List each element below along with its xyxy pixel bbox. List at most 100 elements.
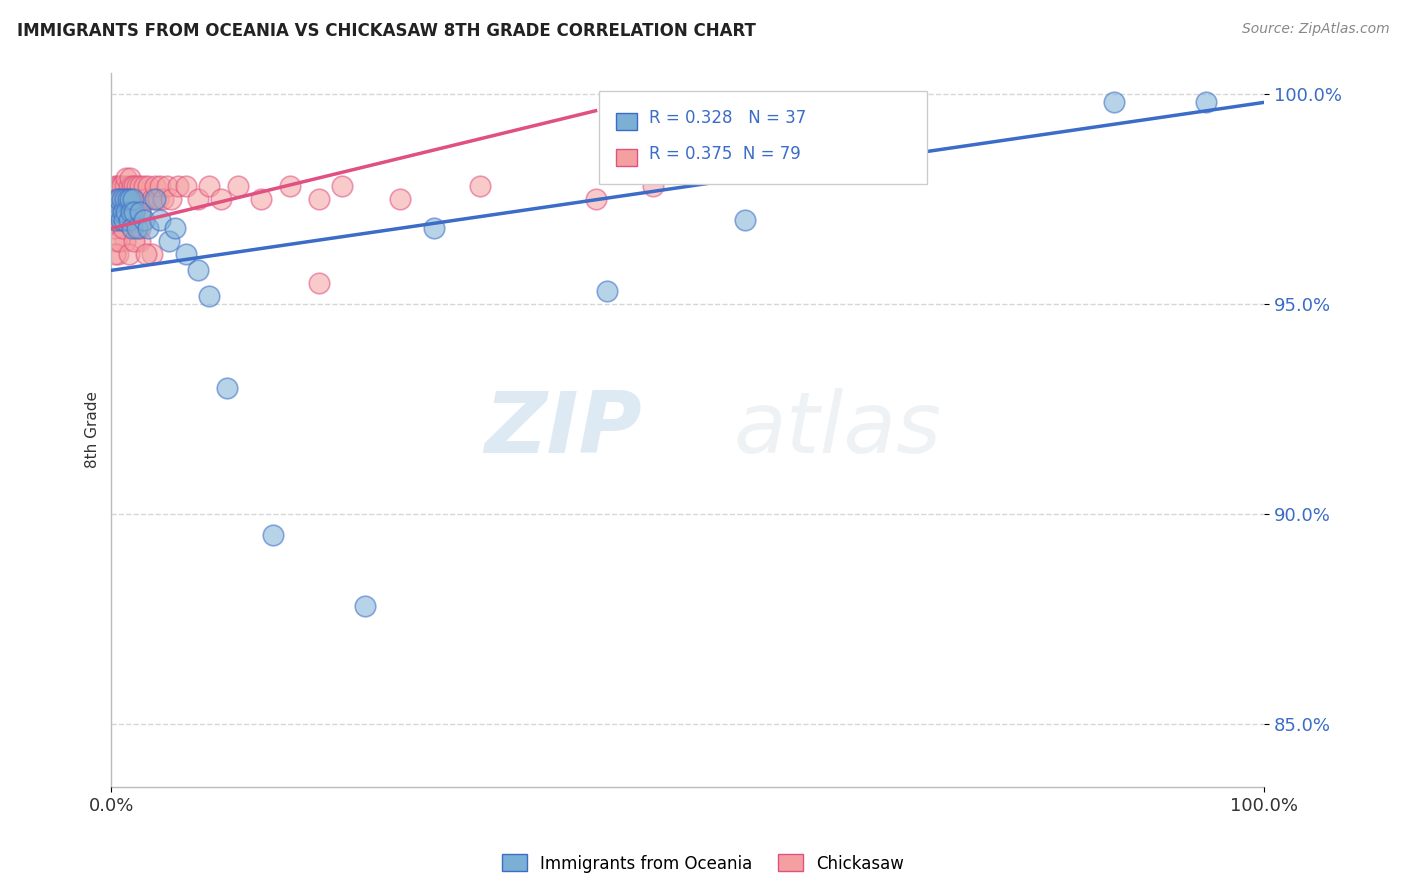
Point: [132, 213, 155, 227]
Point: [135, 246, 157, 260]
Point: [118, 179, 141, 194]
Point: [129, 234, 152, 248]
Point: [124, 179, 146, 194]
Point: [114, 234, 136, 248]
Point: [118, 192, 141, 206]
Point: [115, 192, 138, 206]
Point: [129, 204, 152, 219]
Point: [118, 171, 141, 186]
Legend: Immigrants from Oceania, Chickasaw: Immigrants from Oceania, Chickasaw: [495, 847, 911, 880]
Text: R = 0.328   N = 37: R = 0.328 N = 37: [648, 109, 806, 127]
Point: [149, 179, 172, 194]
Point: [111, 179, 134, 194]
Point: [111, 192, 134, 206]
Point: [105, 234, 128, 248]
Point: [111, 221, 134, 235]
Point: [209, 192, 232, 206]
Point: [354, 599, 377, 614]
Point: [585, 192, 607, 206]
Point: [470, 179, 492, 194]
Point: [105, 192, 128, 206]
Point: [112, 213, 135, 227]
Point: [108, 204, 131, 219]
Point: [108, 192, 131, 206]
Point: [112, 192, 135, 206]
Point: [596, 285, 619, 299]
Point: [104, 213, 127, 227]
Point: [141, 192, 163, 206]
Point: [146, 192, 169, 206]
Point: [129, 221, 152, 235]
Point: [141, 246, 163, 260]
Point: [104, 179, 127, 194]
Point: [129, 204, 152, 219]
Point: [118, 204, 141, 219]
Point: [167, 179, 190, 194]
Point: [643, 179, 665, 194]
Point: [734, 213, 756, 227]
Point: [120, 204, 142, 219]
FancyBboxPatch shape: [616, 113, 637, 130]
Point: [111, 204, 134, 219]
Text: R = 0.375  N = 79: R = 0.375 N = 79: [648, 145, 800, 162]
Point: [198, 288, 221, 302]
Point: [129, 179, 152, 194]
Point: [160, 192, 183, 206]
Point: [100, 204, 122, 219]
Point: [117, 192, 139, 206]
Point: [187, 263, 209, 277]
Point: [110, 221, 132, 235]
Point: [125, 179, 148, 194]
Point: [118, 246, 141, 260]
Point: [149, 213, 172, 227]
Point: [124, 204, 146, 219]
Point: [122, 192, 145, 206]
Point: [104, 246, 127, 260]
Point: [143, 192, 166, 206]
Point: [110, 213, 132, 227]
Point: [132, 179, 155, 194]
Point: [114, 179, 136, 194]
Point: [121, 221, 143, 235]
Point: [308, 192, 330, 206]
Point: [110, 179, 132, 194]
Point: [101, 204, 124, 219]
Point: [118, 192, 141, 206]
FancyBboxPatch shape: [616, 149, 637, 166]
Point: [388, 192, 411, 206]
Point: [215, 381, 238, 395]
Point: [105, 204, 128, 219]
Point: [114, 204, 136, 219]
Point: [120, 192, 142, 206]
Point: [107, 246, 129, 260]
Point: [108, 179, 131, 194]
Point: [250, 192, 273, 206]
Point: [118, 221, 141, 235]
Point: [105, 179, 128, 194]
Point: [1102, 95, 1125, 110]
Point: [152, 192, 174, 206]
Point: [115, 171, 138, 186]
Point: [136, 179, 159, 194]
Point: [114, 192, 136, 206]
Point: [124, 192, 146, 206]
Point: [163, 221, 186, 235]
Point: [118, 213, 141, 227]
FancyBboxPatch shape: [599, 91, 928, 184]
Text: IMMIGRANTS FROM OCEANIA VS CHICKASAW 8TH GRADE CORRELATION CHART: IMMIGRANTS FROM OCEANIA VS CHICKASAW 8TH…: [17, 22, 756, 40]
Point: [115, 204, 138, 219]
Text: Source: ZipAtlas.com: Source: ZipAtlas.com: [1241, 22, 1389, 37]
Point: [110, 192, 132, 206]
Text: atlas: atlas: [734, 388, 942, 471]
Point: [120, 204, 142, 219]
Point: [143, 179, 166, 194]
Point: [117, 192, 139, 206]
Point: [125, 221, 148, 235]
Point: [423, 221, 446, 235]
Point: [111, 204, 134, 219]
Point: [131, 192, 153, 206]
Point: [107, 204, 129, 219]
Point: [262, 528, 284, 542]
Point: [108, 234, 131, 248]
Point: [176, 179, 198, 194]
